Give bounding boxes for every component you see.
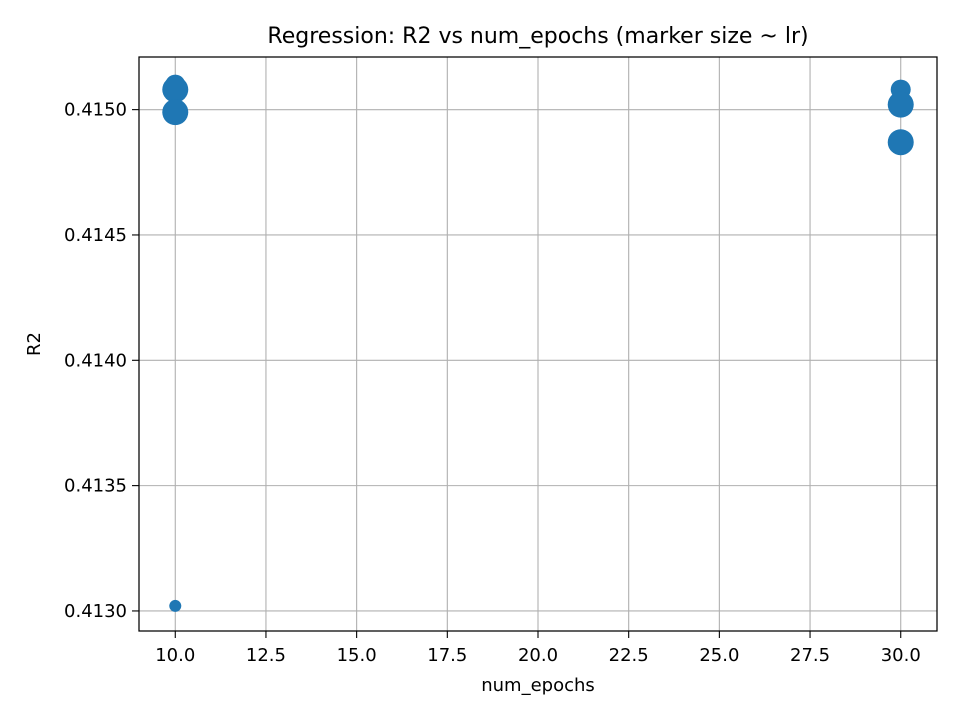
x-tick-label: 10.0 xyxy=(155,645,195,666)
data-point xyxy=(887,91,914,118)
x-axis-label: num_epochs xyxy=(481,675,595,696)
y-tick-label: 0.4135 xyxy=(64,476,127,497)
x-tick-label: 27.5 xyxy=(790,645,830,666)
data-points xyxy=(162,74,914,612)
data-point xyxy=(887,129,914,156)
y-tick-label: 0.4150 xyxy=(64,100,127,121)
x-tick-label: 30.0 xyxy=(881,645,921,666)
data-point xyxy=(162,99,189,126)
x-tick-label: 15.0 xyxy=(337,645,377,666)
data-point xyxy=(169,599,182,612)
x-tick-label: 17.5 xyxy=(427,645,467,666)
y-tick-label: 0.4130 xyxy=(64,601,127,622)
x-tick-label: 25.0 xyxy=(699,645,739,666)
x-tick-label: 20.0 xyxy=(518,645,558,666)
chart-title: Regression: R2 vs num_epochs (marker siz… xyxy=(267,24,808,49)
y-axis-label: R2 xyxy=(24,332,45,356)
x-tick-label: 12.5 xyxy=(246,645,286,666)
y-tick-label: 0.4140 xyxy=(64,350,127,371)
axis-ticks: 10.0 12.5 15.0 17.5 20.0 22.5 25.0 27.5 30.0 0.41… xyxy=(64,100,921,666)
x-tick-label: 22.5 xyxy=(609,645,649,666)
y-tick-label: 0.4145 xyxy=(64,225,127,246)
data-point xyxy=(162,76,189,103)
